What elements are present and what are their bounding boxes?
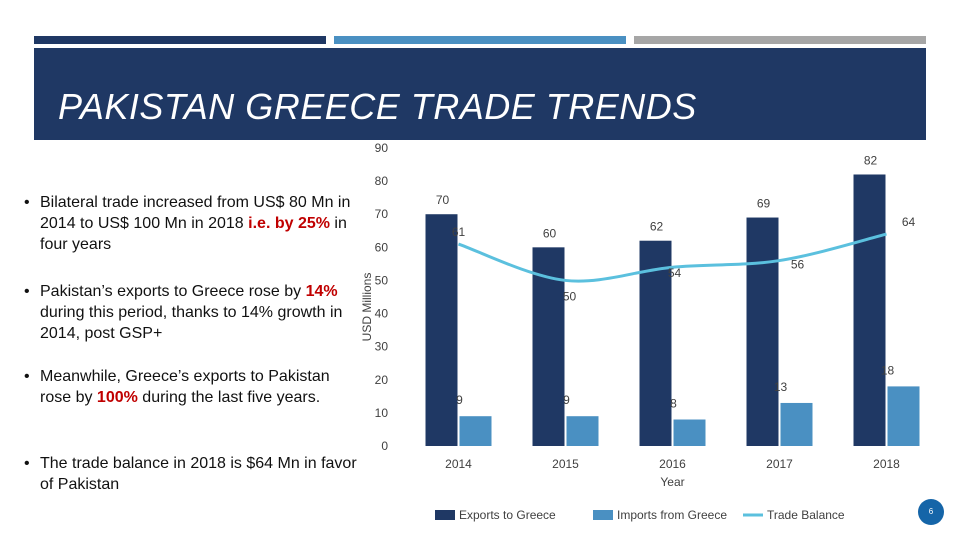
trade-balance-line [458,232,887,283]
y-tick-label: 30 [375,340,389,354]
y-tick-label: 40 [375,307,389,321]
y-tick-label: 60 [375,240,389,254]
data-label-balance: 54 [668,266,682,280]
y-tick-label: 80 [375,174,389,188]
bar-exports [425,214,458,446]
legend-balance-label: Trade Balance [767,508,845,522]
bullet-trade-balance: The trade balance in 2018 is $64 Mn in f… [22,453,358,495]
title-band: PAKISTAN GREECE TRADE TRENDS [34,48,926,140]
x-tick-label: 2018 [873,457,900,471]
bullet-highlight: i.e. by 25% [248,215,330,232]
bullet-bilateral-trade: Bilateral trade increased from US$ 80 Mn… [22,192,358,255]
bar-exports [746,217,779,446]
y-tick-label: 20 [375,373,389,387]
data-label-balance: 50 [563,289,577,303]
data-label-exports: 62 [650,220,664,234]
top-stripe-gray [634,36,926,44]
bar-imports [887,386,920,446]
data-label-balance: 61 [452,225,466,239]
y-tick-label: 70 [375,207,389,221]
data-label-imports: 18 [881,363,895,377]
bullet-highlight: 100% [96,389,138,406]
top-stripe-dark [34,36,326,44]
bar-exports [853,174,886,446]
data-label-imports: 9 [563,393,570,407]
legend-exports-label: Exports to Greece [459,508,556,522]
bar-exports [639,240,672,446]
y-tick-label: 90 [375,141,389,155]
y-tick-label: 10 [375,406,389,420]
bullet-text: Pakistan’s exports to Greece rose by [40,283,306,300]
legend-imports-swatch [593,510,613,520]
bullet-text: in four years [40,215,347,253]
bullet-pakistan-exports: Pakistan’s exports to Greece rose by 14%… [22,281,358,344]
y-tick-label: 50 [375,273,389,287]
bar-imports [459,416,492,446]
bullet-text: The trade balance in 2018 is $64 Mn in f… [40,455,357,493]
legend-exports-swatch [435,510,455,520]
bar-imports [566,416,599,446]
data-label-exports: 60 [543,226,557,240]
bullet-text: during the last five years. [137,389,321,406]
bar-imports [780,402,813,446]
y-tick-label: 0 [381,439,388,453]
bar-imports [673,419,706,446]
x-axis-label: Year [660,475,684,489]
data-label-exports: 70 [436,193,450,207]
data-label-exports: 69 [757,197,771,211]
data-label-imports: 8 [670,397,677,411]
bullet-greece-exports: Meanwhile, Greece’s exports to Pakistan … [22,366,358,408]
x-tick-label: 2017 [766,457,793,471]
bullet-text: during this period, thanks to 14% growth… [40,304,343,342]
bullet-text: Meanwhile, Greece’s exports to Pakistan … [40,368,330,406]
y-axis-label: USD Millions [360,273,374,342]
data-label-imports: 9 [456,393,463,407]
x-tick-label: 2016 [659,457,686,471]
slide-number-badge: 6 [918,499,944,525]
bullet-highlight: 14% [305,283,338,300]
data-label-imports: 13 [774,380,788,394]
data-label-balance: 56 [791,258,805,272]
data-label-balance: 64 [902,215,916,229]
legend-imports-label: Imports from Greece [617,508,727,522]
top-stripe-blue [334,36,626,44]
data-label-exports: 82 [864,153,878,167]
x-tick-label: 2014 [445,457,472,471]
bullet-text: Bilateral trade increased from US$ 80 Mn… [40,194,351,232]
slide-title: PAKISTAN GREECE TRADE TRENDS [58,86,697,127]
x-tick-label: 2015 [552,457,579,471]
trade-chart: 0 10 20 30 40 50 60 70 80 90 USD Millions 70 9 2014 60… [360,141,920,522]
